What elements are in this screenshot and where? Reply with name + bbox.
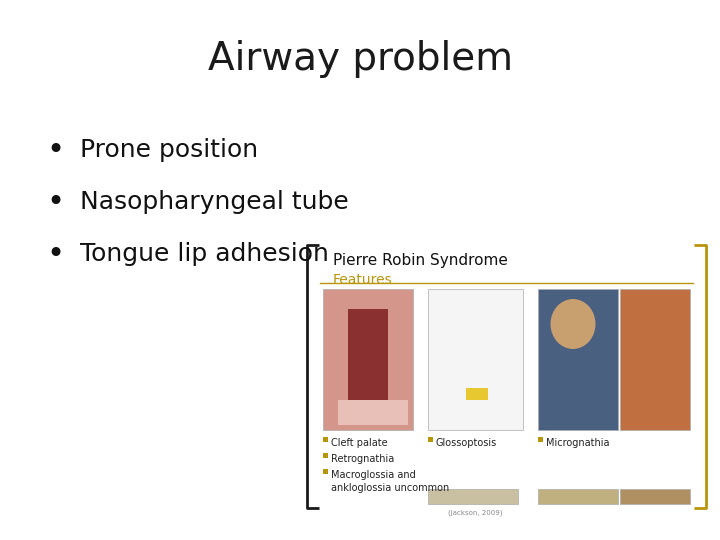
Bar	[428, 489, 518, 504]
Bar	[538, 489, 618, 504]
Bar	[323, 437, 328, 442]
Bar	[538, 437, 543, 442]
Bar	[323, 469, 328, 474]
Bar	[538, 289, 618, 430]
Text: Glossoptosis: Glossoptosis	[436, 438, 498, 448]
Text: •: •	[46, 240, 64, 268]
Bar	[323, 289, 413, 430]
Bar	[620, 289, 690, 430]
Bar	[620, 489, 690, 504]
Bar	[428, 289, 523, 430]
Bar	[338, 400, 408, 425]
Text: Macroglossia and: Macroglossia and	[331, 470, 415, 480]
Text: Nasopharyngeal tube: Nasopharyngeal tube	[80, 190, 348, 214]
Text: Cleft palate: Cleft palate	[331, 438, 387, 448]
Text: (Jackson, 2009): (Jackson, 2009)	[448, 510, 503, 516]
Bar	[348, 309, 388, 415]
Text: Tongue lip adhesion: Tongue lip adhesion	[80, 242, 329, 266]
Text: Retrognathia: Retrognathia	[331, 454, 395, 464]
Text: Prone position: Prone position	[80, 138, 258, 162]
Text: Airway problem: Airway problem	[207, 40, 513, 78]
Bar	[428, 437, 433, 442]
Bar	[466, 388, 488, 400]
Ellipse shape	[551, 299, 595, 349]
Text: ankloglossia uncommon: ankloglossia uncommon	[331, 483, 449, 493]
Text: •: •	[46, 136, 64, 165]
Bar	[323, 453, 328, 458]
Text: •: •	[46, 187, 64, 217]
Text: Features: Features	[333, 273, 392, 287]
Text: Micrognathia: Micrognathia	[546, 438, 610, 448]
Text: Pierre Robin Syndrome: Pierre Robin Syndrome	[333, 253, 508, 268]
